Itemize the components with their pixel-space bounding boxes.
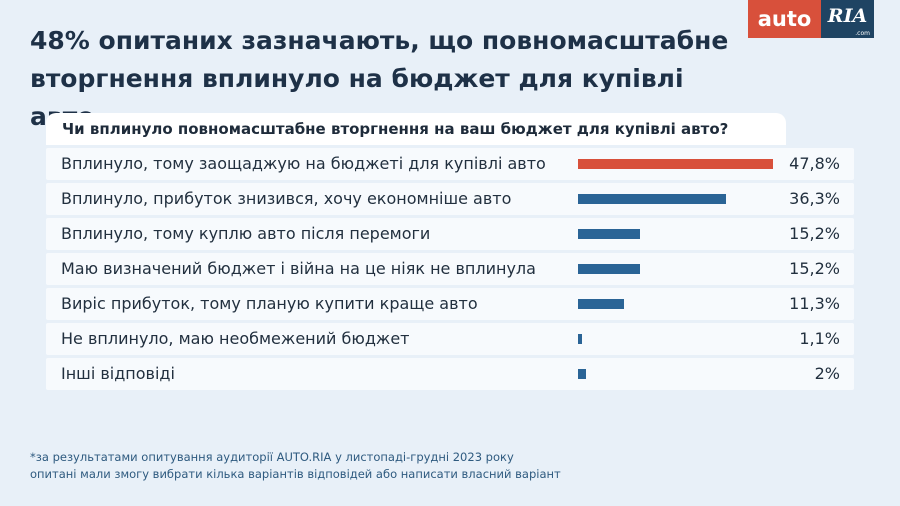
chart-row: Вплинуло, тому заощаджую на бюджеті для … <box>46 148 854 180</box>
chart-title: Чи вплинуло повномасштабне вторгнення на… <box>46 113 786 145</box>
logo-ria-text: RIA <box>827 5 868 27</box>
bar-label: Вплинуло, прибуток знизився, хочу економ… <box>61 189 512 208</box>
chart-row: Вплинуло, тому куплю авто після перемоги… <box>46 218 854 250</box>
bar-value-label: 15,2% <box>789 259 840 278</box>
chart-row: Вплинуло, прибуток знизився, хочу економ… <box>46 183 854 215</box>
chart-row: Інші відповіді 2% <box>46 358 854 390</box>
bar-label: Вплинуло, тому куплю авто після перемоги <box>61 224 431 243</box>
chart-rows: Вплинуло, тому заощаджую на бюджеті для … <box>46 148 854 393</box>
bar-value-label: 1,1% <box>799 329 840 348</box>
footnote-line-2: опитані мали змогу вибрати кілька варіан… <box>30 467 561 481</box>
logo-auto: auto <box>748 0 821 38</box>
bar <box>578 229 640 239</box>
footnote-line-1: *за результатами опитування аудиторії AU… <box>30 450 514 464</box>
bar <box>578 299 624 309</box>
bar-value-label: 36,3% <box>789 189 840 208</box>
bar-value-label: 11,3% <box>789 294 840 313</box>
chart-row: Не вплинуло, маю необмежений бюджет 1,1% <box>46 323 854 355</box>
bar <box>578 194 726 204</box>
headline: 48% опитаних зазначають, що повномасштаб… <box>30 26 729 131</box>
bar <box>578 159 773 169</box>
bar <box>578 264 640 274</box>
autoria-logo: auto RIA .com <box>748 0 874 38</box>
bar-label: Виріс прибуток, тому планую купити краще… <box>61 294 478 313</box>
bar-label: Вплинуло, тому заощаджую на бюджеті для … <box>61 154 546 173</box>
bar-label: Не вплинуло, маю необмежений бюджет <box>61 329 410 348</box>
bar <box>578 369 586 379</box>
chart-row: Маю визначений бюджет і війна на це ніяк… <box>46 253 854 285</box>
bar-label: Інші відповіді <box>61 364 175 383</box>
bar-value-label: 47,8% <box>789 154 840 173</box>
bar-value-label: 15,2% <box>789 224 840 243</box>
chart-row: Виріс прибуток, тому планую купити краще… <box>46 288 854 320</box>
logo-ria: RIA .com <box>821 0 874 38</box>
footnote: *за результатами опитування аудиторії AU… <box>30 449 561 483</box>
bar-value-label: 2% <box>814 364 840 383</box>
bar <box>578 334 582 344</box>
logo-dotcom: .com <box>855 30 870 37</box>
bar-label: Маю визначений бюджет і війна на це ніяк… <box>61 259 536 278</box>
